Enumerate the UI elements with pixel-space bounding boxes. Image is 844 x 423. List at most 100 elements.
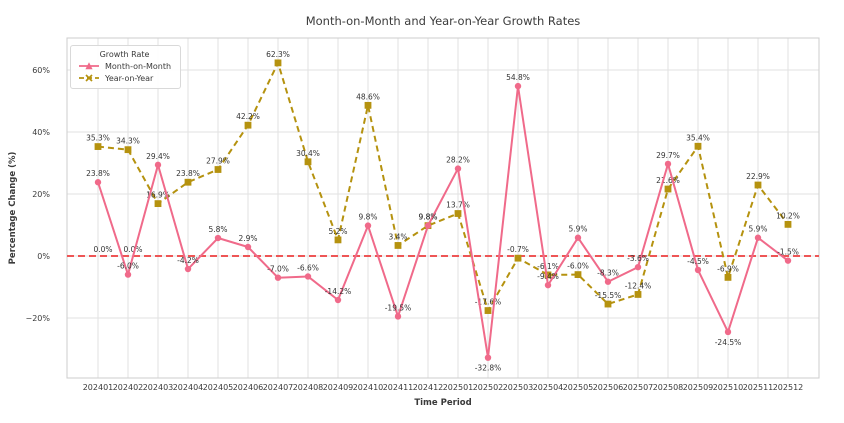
data-point-label-year-on-year: -15.5% xyxy=(595,291,622,300)
data-point-marker-month-on-month xyxy=(514,82,522,90)
x-tick-label: 202405 xyxy=(203,383,234,392)
series-line-year-on-year xyxy=(97,61,789,312)
data-point-marker-month-on-month xyxy=(244,243,252,251)
data-point-marker-year-on-year xyxy=(784,220,792,228)
data-point-marker-year-on-year xyxy=(124,146,132,154)
x-tick-label: 202402 xyxy=(113,383,144,392)
data-point-label-year-on-year: 27.9% xyxy=(206,157,230,166)
data-point-marker-month-on-month xyxy=(544,281,552,289)
data-point-label-year-on-year: 16.9% xyxy=(146,191,170,200)
data-point-marker-year-on-year xyxy=(754,181,762,189)
data-point-label-year-on-year: 22.9% xyxy=(746,172,770,181)
x-tick-label: 202404 xyxy=(173,383,204,392)
data-point-label-year-on-year: -6.0% xyxy=(567,262,589,271)
y-tick-label: 60% xyxy=(32,66,50,75)
y-axis-label: Percentage Change (%) xyxy=(8,151,18,265)
data-point-marker-year-on-year xyxy=(634,291,642,298)
data-point-marker-month-on-month xyxy=(724,328,732,336)
zero-line-annotation: 0.0% xyxy=(93,245,112,254)
data-point-marker-year-on-year xyxy=(604,300,612,308)
data-point-label-year-on-year: 30.4% xyxy=(296,149,320,158)
y-tick-label: 40% xyxy=(32,128,50,137)
data-point-label-month-on-month: -6.0% xyxy=(117,262,139,271)
data-point-label-year-on-year: -12.4% xyxy=(625,281,652,290)
x-tick-label: 202505 xyxy=(563,383,594,392)
data-point-marker-month-on-month xyxy=(634,263,642,271)
x-axis-label: Time Period xyxy=(414,398,472,408)
data-point-label-month-on-month: -9.4% xyxy=(537,272,559,281)
x-tick-label: 202408 xyxy=(293,383,324,392)
data-point-marker-year-on-year xyxy=(664,185,672,193)
data-point-label-month-on-month: 29.7% xyxy=(656,151,680,160)
x-tick-label: 202403 xyxy=(143,383,174,392)
plot-border xyxy=(66,37,820,379)
data-point-label-month-on-month: 54.8% xyxy=(506,73,530,82)
data-point-marker-month-on-month xyxy=(664,160,672,168)
mom-line-triangle-icon xyxy=(79,62,99,70)
data-point-marker-year-on-year xyxy=(304,158,312,166)
data-point-label-year-on-year: 23.8% xyxy=(176,169,200,178)
data-point-marker-month-on-month xyxy=(184,265,192,273)
x-tick-label: 202512 xyxy=(773,383,804,392)
data-point-marker-month-on-month xyxy=(484,354,492,361)
data-point-label-month-on-month: -4.5% xyxy=(687,257,709,266)
legend-label-month-on-month: Month-on-Month xyxy=(105,61,172,71)
x-tick-label: 202407 xyxy=(263,383,294,392)
data-point-marker-month-on-month xyxy=(694,266,702,274)
data-point-label-year-on-year: 3.4% xyxy=(388,232,407,241)
data-point-marker-month-on-month xyxy=(154,161,162,169)
data-point-marker-month-on-month xyxy=(754,234,762,241)
x-tick-label: 202503 xyxy=(503,383,534,392)
legend-item-year-on-year: Year-on-Year xyxy=(78,73,171,83)
data-point-label-month-on-month: -6.6% xyxy=(297,263,319,272)
x-tick-label: 202501 xyxy=(443,383,474,392)
data-point-label-month-on-month: 23.8% xyxy=(86,169,110,178)
data-point-marker-year-on-year xyxy=(514,254,522,262)
data-point-marker-year-on-year xyxy=(274,59,282,67)
x-tick-label: 202409 xyxy=(323,383,354,392)
data-point-label-month-on-month: 2.9% xyxy=(238,234,257,243)
data-point-label-year-on-year: -0.7% xyxy=(507,245,529,254)
data-point-label-year-on-year: 10.2% xyxy=(776,211,800,220)
data-point-marker-month-on-month xyxy=(214,234,222,242)
legend: Growth Rate Month-on-Month Year-on-Year xyxy=(70,45,182,89)
data-point-label-month-on-month: -24.5% xyxy=(715,338,742,347)
y-tick-label: −20% xyxy=(26,314,51,323)
data-point-label-year-on-year: 35.3% xyxy=(86,134,110,143)
x-tick-label: 202411 xyxy=(383,383,414,392)
data-point-marker-month-on-month xyxy=(94,179,102,186)
x-tick-label: 202507 xyxy=(623,383,654,392)
data-point-marker-month-on-month xyxy=(454,165,462,172)
data-point-marker-year-on-year xyxy=(154,200,162,208)
data-point-marker-year-on-year xyxy=(454,210,462,217)
yoy-dashed-x-icon xyxy=(79,74,99,82)
data-point-label-year-on-year: 62.3% xyxy=(266,50,290,59)
data-point-marker-month-on-month xyxy=(394,313,402,320)
data-point-label-year-on-year: -17.6% xyxy=(475,298,502,307)
data-point-label-year-on-year: 5.2% xyxy=(328,227,347,236)
x-tick-label: 202510 xyxy=(713,383,744,392)
data-point-label-year-on-year: 35.4% xyxy=(686,133,710,142)
data-point-label-year-on-year: 21.6% xyxy=(656,176,680,185)
data-point-label-year-on-year: 9.8% xyxy=(418,213,437,222)
data-point-marker-year-on-year xyxy=(94,143,102,150)
data-point-marker-month-on-month xyxy=(124,271,132,278)
data-point-label-month-on-month: -8.3% xyxy=(597,269,619,278)
x-tick-label: 202508 xyxy=(653,383,684,392)
data-point-marker-year-on-year xyxy=(544,271,552,279)
data-point-label-month-on-month: -32.8% xyxy=(475,364,502,373)
series-line-month-on-month xyxy=(97,85,789,359)
data-point-label-year-on-year: -6.1% xyxy=(537,262,559,271)
x-tick-label: 202509 xyxy=(683,383,714,392)
data-point-marker-month-on-month xyxy=(424,222,432,229)
data-point-label-month-on-month: -19.5% xyxy=(385,303,412,312)
x-tick-label: 202504 xyxy=(533,383,564,392)
data-point-marker-month-on-month xyxy=(334,296,342,304)
data-point-marker-year-on-year xyxy=(364,101,372,109)
data-point-label-month-on-month: 29.4% xyxy=(146,152,170,161)
x-tick-label: 202511 xyxy=(743,383,774,392)
x-tick-label: 202502 xyxy=(473,383,504,392)
data-point-label-month-on-month: 5.9% xyxy=(568,225,587,234)
data-point-marker-year-on-year xyxy=(484,307,492,314)
